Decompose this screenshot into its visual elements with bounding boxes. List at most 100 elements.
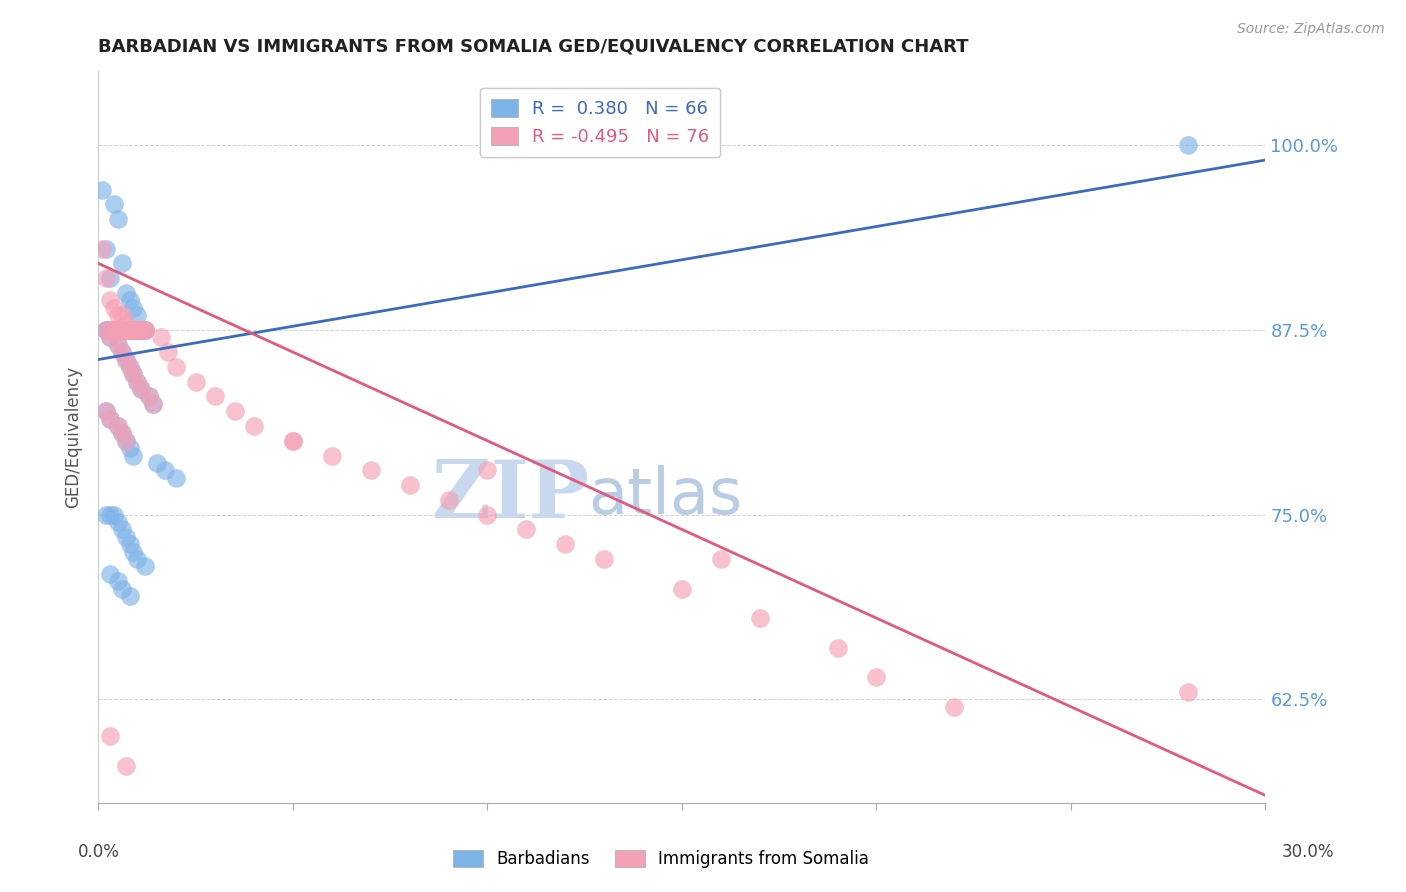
Point	[114, 759, 136, 773]
Point	[96, 271, 118, 285]
Point	[134, 323, 156, 337]
Point	[103, 323, 125, 337]
Point	[1177, 138, 1199, 153]
Point	[118, 359, 141, 374]
Point	[111, 426, 134, 441]
Point	[127, 552, 149, 566]
Point	[114, 434, 136, 448]
Point	[107, 574, 129, 589]
Point	[122, 323, 145, 337]
Point	[127, 323, 149, 337]
Point	[134, 559, 156, 574]
Point	[127, 323, 149, 337]
Point	[107, 419, 129, 434]
Point	[103, 508, 125, 522]
Point	[204, 389, 226, 403]
Point	[107, 323, 129, 337]
Point	[593, 552, 616, 566]
Point	[96, 242, 118, 256]
Point	[165, 359, 187, 374]
Text: 30.0%: 30.0%	[1281, 843, 1334, 861]
Point	[111, 345, 134, 359]
Point	[122, 301, 145, 315]
Point	[134, 323, 156, 337]
Point	[142, 397, 165, 411]
Point	[281, 434, 304, 448]
Point	[146, 456, 169, 470]
Point	[122, 544, 145, 558]
Point	[96, 323, 118, 337]
Point	[91, 183, 114, 197]
Point	[1177, 685, 1199, 699]
Point	[98, 330, 121, 344]
Point	[103, 197, 125, 211]
Point	[157, 345, 180, 359]
Point	[107, 323, 129, 337]
Point	[554, 537, 576, 551]
Point	[827, 640, 849, 655]
Point	[111, 308, 134, 322]
Point	[107, 308, 129, 322]
Point	[111, 323, 134, 337]
Point	[118, 323, 141, 337]
Point	[103, 323, 125, 337]
Point	[165, 471, 187, 485]
Point	[138, 389, 160, 403]
Point	[103, 323, 125, 337]
Point	[96, 404, 118, 418]
Point	[134, 323, 156, 337]
Point	[281, 434, 304, 448]
Point	[127, 323, 149, 337]
Point	[114, 323, 136, 337]
Point	[98, 323, 121, 337]
Point	[111, 323, 134, 337]
Point	[243, 419, 266, 434]
Point	[114, 352, 136, 367]
Point	[107, 337, 129, 351]
Point	[129, 382, 152, 396]
Point	[134, 323, 156, 337]
Point	[118, 323, 141, 337]
Point	[122, 368, 145, 382]
Point	[710, 552, 733, 566]
Y-axis label: GED/Equivalency: GED/Equivalency	[65, 366, 83, 508]
Text: atlas: atlas	[589, 465, 742, 526]
Point	[111, 323, 134, 337]
Point	[98, 323, 121, 337]
Point	[122, 323, 145, 337]
Point	[437, 492, 460, 507]
Point	[118, 441, 141, 455]
Text: BARBADIAN VS IMMIGRANTS FROM SOMALIA GED/EQUIVALENCY CORRELATION CHART: BARBADIAN VS IMMIGRANTS FROM SOMALIA GED…	[98, 38, 969, 56]
Point	[129, 323, 152, 337]
Point	[98, 566, 121, 581]
Point	[129, 382, 152, 396]
Point	[114, 323, 136, 337]
Point	[107, 337, 129, 351]
Point	[127, 308, 149, 322]
Text: ZIP: ZIP	[432, 457, 589, 534]
Point	[98, 293, 121, 308]
Point	[114, 285, 136, 300]
Point	[111, 323, 134, 337]
Point	[398, 478, 420, 492]
Point	[114, 316, 136, 330]
Point	[118, 537, 141, 551]
Point	[96, 508, 118, 522]
Point	[107, 212, 129, 227]
Point	[96, 323, 118, 337]
Point	[122, 323, 145, 337]
Point	[122, 449, 145, 463]
Point	[111, 426, 134, 441]
Point	[98, 729, 121, 743]
Legend: Barbadians, Immigrants from Somalia: Barbadians, Immigrants from Somalia	[446, 843, 876, 875]
Point	[111, 256, 134, 270]
Text: 0.0%: 0.0%	[77, 843, 120, 861]
Point	[118, 359, 141, 374]
Point	[122, 368, 145, 382]
Point	[515, 523, 537, 537]
Point	[138, 389, 160, 403]
Point	[127, 323, 149, 337]
Point	[477, 508, 499, 522]
Point	[98, 330, 121, 344]
Point	[224, 404, 246, 418]
